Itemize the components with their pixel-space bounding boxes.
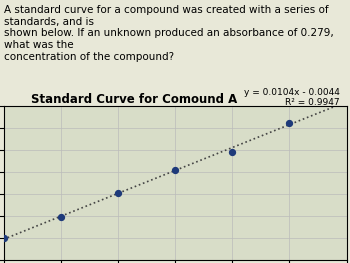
Point (287, 121, 292, 125)
Point (172, 168, 178, 173)
Point (229, 150, 235, 154)
Point (115, 191, 121, 195)
Text: A standard curve for a compound was created with a series of standards, and is
s: A standard curve for a compound was crea… (4, 5, 333, 62)
Text: Standard Curve for Comound A: Standard Curve for Comound A (31, 93, 237, 106)
Point (58, 215, 63, 219)
Point (1, 236, 6, 240)
Text: y = 0.0104x - 0.0044
R² = 0.9947: y = 0.0104x - 0.0044 R² = 0.9947 (244, 88, 340, 107)
